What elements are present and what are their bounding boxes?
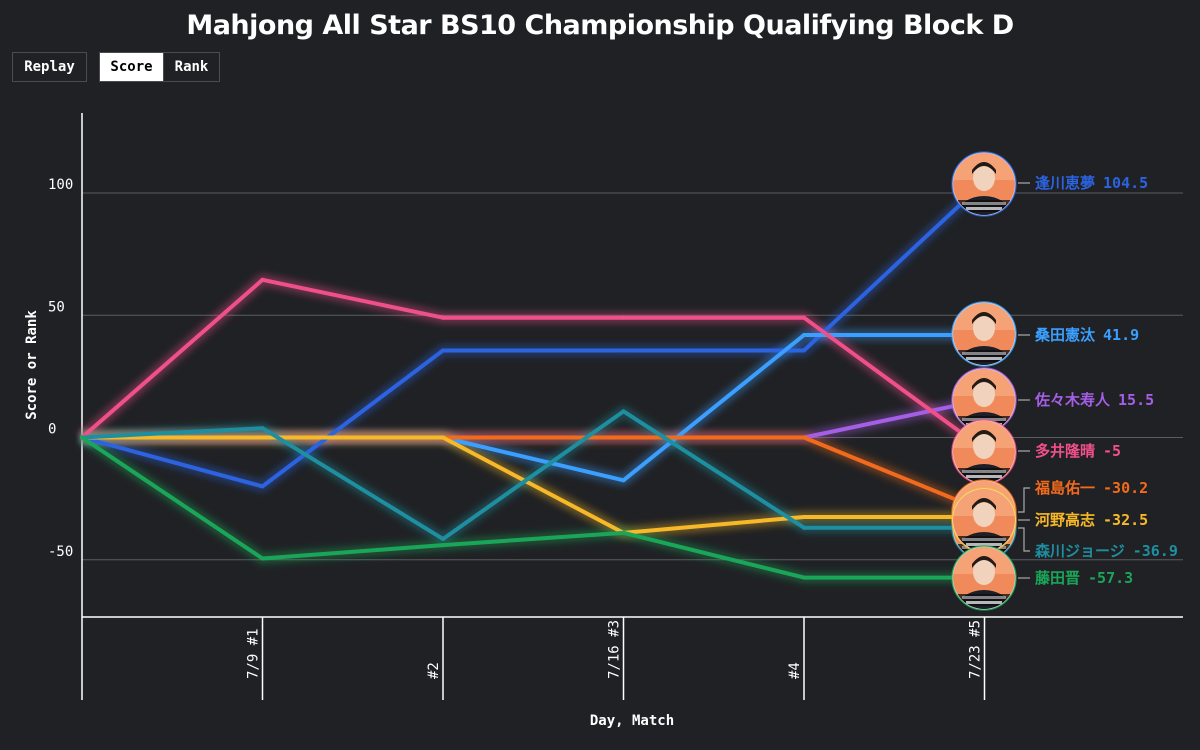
series-name: 河野高志 bbox=[1035, 511, 1095, 529]
data-point bbox=[80, 435, 84, 440]
data-point bbox=[260, 277, 265, 282]
series-lines bbox=[80, 179, 987, 580]
grid-lines bbox=[82, 192, 1183, 561]
end-label-7[interactable]: 藤田晋 -57.3 bbox=[1035, 569, 1133, 587]
data-point bbox=[260, 484, 265, 489]
data-point bbox=[802, 575, 806, 580]
series-name: 桑田憲汰 bbox=[1035, 326, 1096, 344]
y-tick-label: 100 bbox=[48, 177, 73, 193]
x-tick-label: #4 bbox=[787, 662, 803, 679]
end-label-4[interactable]: 福島佑一 -30.2 bbox=[1034, 479, 1148, 497]
series-final-value: -36.9 bbox=[1133, 542, 1178, 560]
series-line-0[interactable] bbox=[80, 179, 987, 489]
data-point bbox=[441, 543, 445, 548]
x-axis-title: Day, Match bbox=[590, 713, 674, 729]
data-point bbox=[260, 435, 265, 440]
end-label-2[interactable]: 佐々木寿人 15.5 bbox=[1034, 391, 1154, 409]
end-labels[interactable]: 逢川恵夢 104.5 桑田憲汰 41.9 佐々木寿人 15.5 多井隆晴 -5 福島佑一 -30.… bbox=[1018, 174, 1178, 587]
series-name: 多井隆晴 bbox=[1035, 442, 1095, 460]
series-final-value: -57.3 bbox=[1088, 569, 1133, 587]
series-final-value: 104.5 bbox=[1103, 174, 1148, 192]
y-tick-label: -50 bbox=[48, 544, 73, 560]
x-tick-label: #2 bbox=[426, 662, 442, 679]
chart-title: Mahjong All Star BS10 Championship Quali… bbox=[186, 10, 1014, 41]
data-point bbox=[802, 435, 806, 440]
series-name: 福島佑一 bbox=[1034, 479, 1095, 497]
series-final-value: 41.9 bbox=[1103, 326, 1139, 344]
data-point bbox=[621, 409, 626, 414]
x-tick-label: 7/16 #3 bbox=[607, 620, 623, 679]
player-avatar[interactable] bbox=[951, 545, 1017, 626]
end-label-6[interactable]: 森川ジョージ -36.9 bbox=[1035, 542, 1178, 560]
data-point bbox=[441, 348, 445, 353]
player-avatar[interactable] bbox=[951, 487, 1017, 568]
data-point bbox=[621, 348, 626, 353]
data-point bbox=[260, 426, 265, 431]
data-point bbox=[802, 348, 806, 353]
axes: 100 50 0 -50 7/9 #1 #2 7/16 #3 #4 7/23 #5 Day, Ma… bbox=[24, 113, 1183, 729]
x-tick-label: 7/23 #5 bbox=[968, 620, 984, 679]
series-line-5[interactable] bbox=[80, 435, 987, 535]
data-point bbox=[621, 478, 626, 483]
series-final-value: -5 bbox=[1103, 442, 1121, 460]
player-avatars bbox=[951, 151, 1017, 626]
series-line-6[interactable] bbox=[80, 409, 987, 541]
series-name: 藤田晋 bbox=[1035, 569, 1080, 587]
y-axis-title: Score or Rank bbox=[24, 310, 40, 420]
series-line-3[interactable] bbox=[80, 277, 987, 452]
end-label-3[interactable]: 多井隆晴 -5 bbox=[1035, 442, 1121, 460]
series-final-value: 15.5 bbox=[1118, 391, 1154, 409]
y-tick-label: 0 bbox=[48, 422, 56, 438]
data-point bbox=[441, 435, 445, 440]
data-point bbox=[621, 435, 626, 440]
data-point bbox=[441, 536, 445, 541]
series-final-value: -32.5 bbox=[1103, 511, 1148, 529]
data-point bbox=[441, 315, 445, 320]
data-point bbox=[802, 525, 806, 530]
end-label-5[interactable]: 河野高志 -32.5 bbox=[1035, 511, 1148, 529]
x-tick-label: 7/9 #1 bbox=[246, 628, 262, 679]
player-avatar[interactable] bbox=[951, 151, 1017, 232]
data-point bbox=[802, 514, 806, 519]
replay-button[interactable]: Replay bbox=[12, 52, 87, 82]
series-name: 佐々木寿人 bbox=[1034, 391, 1111, 409]
data-point bbox=[802, 333, 806, 338]
data-point bbox=[621, 530, 626, 535]
rank-toggle-button[interactable]: Rank bbox=[163, 52, 220, 82]
end-label-1[interactable]: 桑田憲汰 41.9 bbox=[1035, 326, 1139, 344]
series-line-7[interactable] bbox=[80, 435, 987, 580]
series-final-value: -30.2 bbox=[1103, 479, 1148, 497]
data-point bbox=[621, 315, 626, 320]
data-point bbox=[260, 556, 265, 561]
series-name: 森川ジョージ bbox=[1035, 542, 1125, 560]
data-point bbox=[802, 315, 806, 320]
y-tick-label: 50 bbox=[48, 299, 65, 315]
series-name: 逢川恵夢 bbox=[1035, 174, 1095, 192]
end-label-0[interactable]: 逢川恵夢 104.5 bbox=[1035, 174, 1148, 192]
